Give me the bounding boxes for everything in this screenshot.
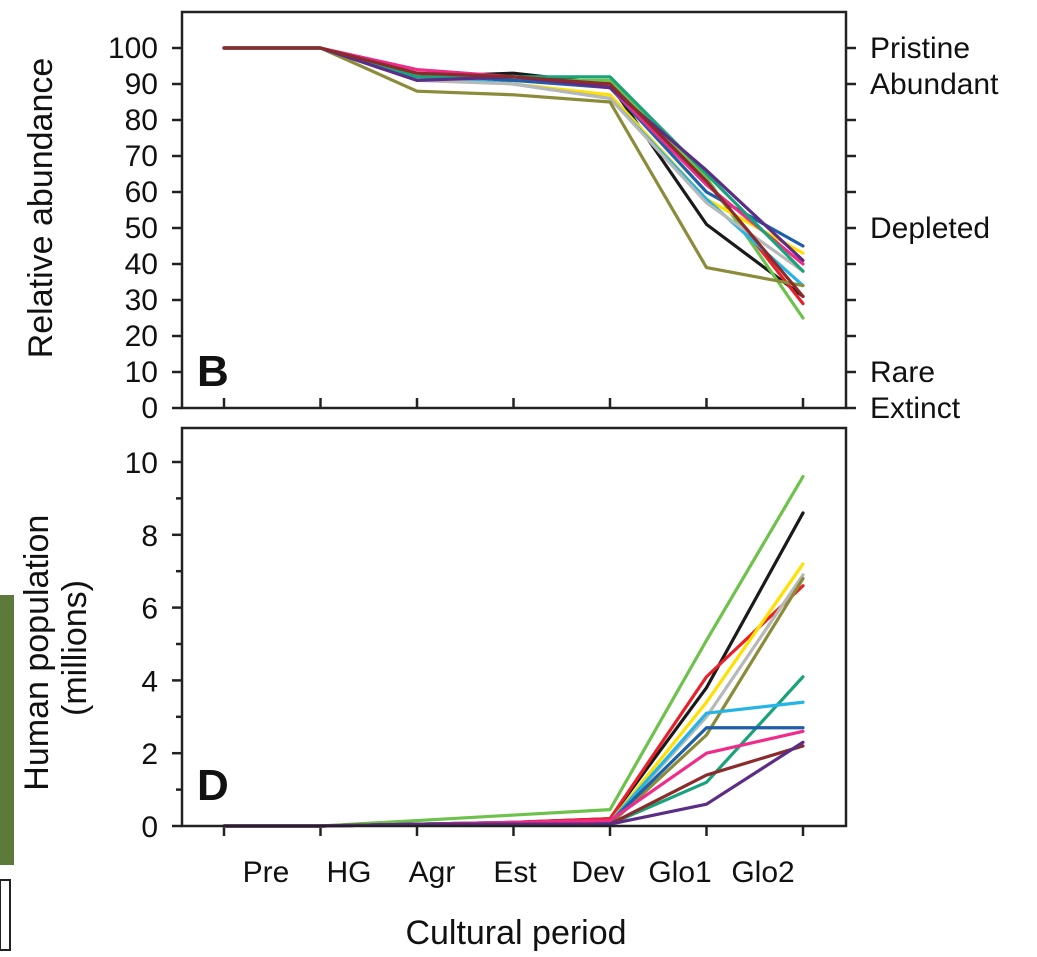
panel-d-chart: Human population (millions) 0 2 4 6 8 10 Pre H… [18, 426, 848, 952]
panel-b-y-tick-label: 20 [125, 320, 158, 353]
panel-d-x-tick-label: Dev [571, 856, 624, 889]
panel-d-x-tick-label: Agr [409, 856, 456, 889]
adjacent-photo-fragment [0, 595, 14, 865]
panel-d-x-tick-label: HG [327, 856, 372, 889]
panel-d-y-tick-label: 6 [141, 593, 158, 626]
panel-d-x-tick-label: Est [493, 856, 537, 889]
panel-b-right-label: Extinct [870, 392, 961, 425]
panel-b-right-label: Rare [870, 356, 935, 389]
panel-b-y-tick-label: 10 [125, 356, 158, 389]
panel-b-frame [180, 10, 848, 410]
panel-d-x-tick-label: Glo1 [648, 856, 711, 889]
panel-d-y-axis-title-line2: (millions) [56, 580, 94, 716]
panel-b-series-line-5 [222, 46, 805, 255]
panel-b-letter: B [197, 347, 229, 396]
panel-d-letter: D [197, 761, 229, 810]
panel-d-y-tick-label: 0 [141, 811, 158, 844]
panel-b-y-tick-label: 60 [125, 176, 158, 209]
panel-b-y-axis-title: Relative abundance [22, 58, 60, 359]
panel-b-y-tick-label: 0 [141, 392, 158, 425]
panel-b-y-tick-label: 70 [125, 140, 158, 173]
panel-b-y-tick-label: 30 [125, 284, 158, 317]
panel-d-frame [180, 426, 848, 828]
panel-d-x-axis-title: Cultural period [405, 914, 626, 952]
panel-d-y-axis-title: Human population (millions) [18, 505, 94, 790]
panel-b-y-tick-label: 40 [125, 248, 158, 281]
panel-b-right-label: Depleted [870, 212, 990, 245]
panel-d-series-line-9 [222, 726, 805, 828]
panel-d-y-tick-label: 4 [141, 665, 158, 698]
panel-d-series-line-5 [222, 573, 805, 828]
panel-b-y-tick-label: 50 [125, 212, 158, 245]
adjacent-box-fragment [0, 879, 11, 951]
panel-b-series-line-2 [222, 46, 805, 306]
panel-b-y-tick-label: 90 [125, 68, 158, 101]
panel-d-series-line-10 [222, 729, 805, 828]
panel-d-y-tick-label: 2 [141, 738, 158, 771]
panel-b-series-line-12 [222, 46, 805, 298]
panel-d-series-line-12 [222, 740, 805, 828]
panel-d-x-tick-label: Glo2 [731, 856, 794, 889]
panel-b-chart: Relative abundance 010203040506070809010… [22, 10, 999, 425]
panel-d-y-axis-title-line1: Human population [18, 515, 56, 791]
panel-d-x-tick-label: Pre [243, 856, 290, 889]
panel-b-right-label: Abundant [870, 68, 999, 101]
panel-d-y-tick-label: 10 [125, 447, 158, 480]
panel-b-y-tick-label: 100 [108, 32, 158, 65]
panel-b-right-label: Pristine [870, 32, 970, 65]
panel-d-series-line-4 [222, 562, 805, 828]
panel-b-y-tick-label: 80 [125, 104, 158, 137]
panel-d-y-tick-label: 8 [141, 520, 158, 553]
